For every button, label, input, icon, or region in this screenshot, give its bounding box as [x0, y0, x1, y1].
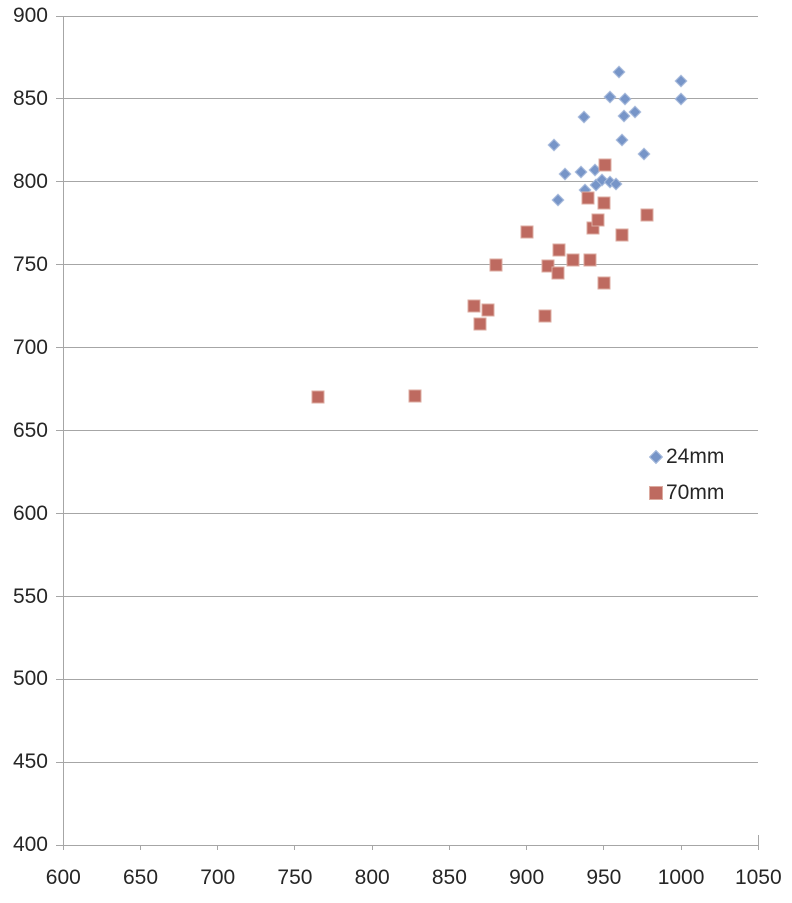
gridline-y-450 [63, 761, 759, 763]
point-70mm [520, 225, 534, 239]
y-tick-label-550: 550 [12, 584, 48, 608]
y-tick-label-650: 650 [12, 418, 48, 442]
point-24mm [558, 167, 572, 180]
point-24mm [548, 138, 561, 152]
point-70mm [597, 196, 611, 210]
point-70mm [538, 309, 552, 323]
point-70mm [473, 317, 487, 331]
x-tick-650 [140, 845, 142, 851]
point-70mm [566, 253, 580, 267]
x-tick-label-800: 800 [354, 866, 390, 889]
x-axis-end-cap [757, 835, 759, 846]
x-tick-1000 [680, 845, 682, 851]
x-tick-800 [371, 845, 373, 851]
x-tick-600 [62, 845, 64, 851]
x-tick-label-700: 700 [200, 866, 236, 889]
y-tick-600 [56, 513, 64, 515]
x-tick-label-750: 750 [277, 866, 313, 889]
x-tick-900 [526, 845, 528, 851]
point-70mm [581, 191, 595, 205]
x-tick-700 [217, 845, 219, 851]
point-70mm [598, 158, 612, 172]
gridline-y-750 [63, 264, 759, 266]
y-tick-label-800: 800 [12, 169, 48, 193]
point-24mm [674, 92, 688, 106]
y-tick-700 [56, 347, 64, 349]
x-tick-label-1000: 1000 [657, 866, 705, 889]
point-24mm [616, 134, 629, 147]
point-70mm [467, 299, 481, 313]
gridline-y-850 [63, 98, 759, 100]
y-tick-label-900: 900 [12, 4, 48, 27]
y-tick-label-700: 700 [12, 335, 48, 359]
point-24mm [603, 90, 617, 104]
point-70mm [489, 258, 503, 272]
gridline-y-900 [63, 15, 759, 17]
point-70mm [615, 228, 629, 242]
legend-item-70mm: 70mm [648, 475, 724, 510]
x-tick-label-650: 650 [122, 866, 159, 889]
gridline-y-650 [63, 430, 759, 432]
y-tick-550 [56, 596, 64, 597]
y-axis-line [62, 16, 64, 851]
point-70mm [551, 266, 565, 280]
y-tick-450 [56, 761, 64, 763]
legend-item-24mm: 24mm [648, 439, 724, 474]
gridline-y-600 [63, 513, 759, 515]
x-tick-label-1050: 1050 [734, 866, 782, 889]
y-tick-750 [56, 264, 64, 266]
point-70mm [311, 390, 325, 404]
legend: 24mm 70mm [648, 439, 724, 511]
legend-label-70mm: 70mm [666, 480, 725, 504]
gridline-y-700 [63, 347, 759, 349]
x-tick-850 [448, 845, 450, 851]
x-tick-label-600: 600 [45, 866, 81, 889]
point-24mm [574, 165, 588, 179]
gridline-y-500 [63, 678, 759, 680]
y-tick-850 [56, 98, 64, 100]
point-24mm [619, 92, 632, 106]
y-tick-label-750: 750 [12, 252, 48, 276]
point-70mm [408, 389, 422, 403]
x-axis-line [63, 844, 760, 846]
y-tick-500 [56, 678, 64, 680]
point-24mm [612, 66, 626, 79]
legend-label-24mm: 24mm [666, 444, 725, 468]
point-24mm [551, 193, 564, 207]
diamond-marker-icon [648, 449, 664, 464]
square-marker-icon [649, 485, 663, 500]
y-tick-label-850: 850 [12, 86, 48, 110]
gridline-y-800 [63, 181, 759, 183]
gridline-y-550 [63, 596, 759, 597]
y-tick-label-450: 450 [12, 750, 48, 774]
point-70mm [640, 208, 654, 222]
point-70mm [552, 243, 566, 257]
y-tick-400 [56, 844, 64, 846]
point-70mm [481, 303, 495, 317]
y-tick-label-500: 500 [12, 667, 48, 691]
x-tick-label-900: 900 [509, 866, 545, 889]
y-tick-650 [56, 430, 64, 432]
x-tick-label-950: 950 [586, 866, 622, 889]
point-70mm [591, 213, 605, 227]
x-tick-label-850: 850 [431, 866, 467, 889]
x-tick-1050 [757, 845, 759, 851]
point-24mm [577, 110, 591, 124]
point-24mm [628, 105, 642, 119]
point-70mm [597, 276, 611, 290]
x-tick-750 [294, 845, 296, 851]
y-tick-label-400: 400 [12, 833, 48, 857]
point-24mm [674, 74, 688, 88]
y-tick-800 [56, 181, 64, 183]
y-tick-900 [56, 15, 64, 17]
y-tick-label-600: 600 [12, 501, 48, 525]
x-tick-950 [603, 845, 605, 851]
point-70mm [583, 253, 597, 267]
point-24mm [637, 147, 651, 161]
